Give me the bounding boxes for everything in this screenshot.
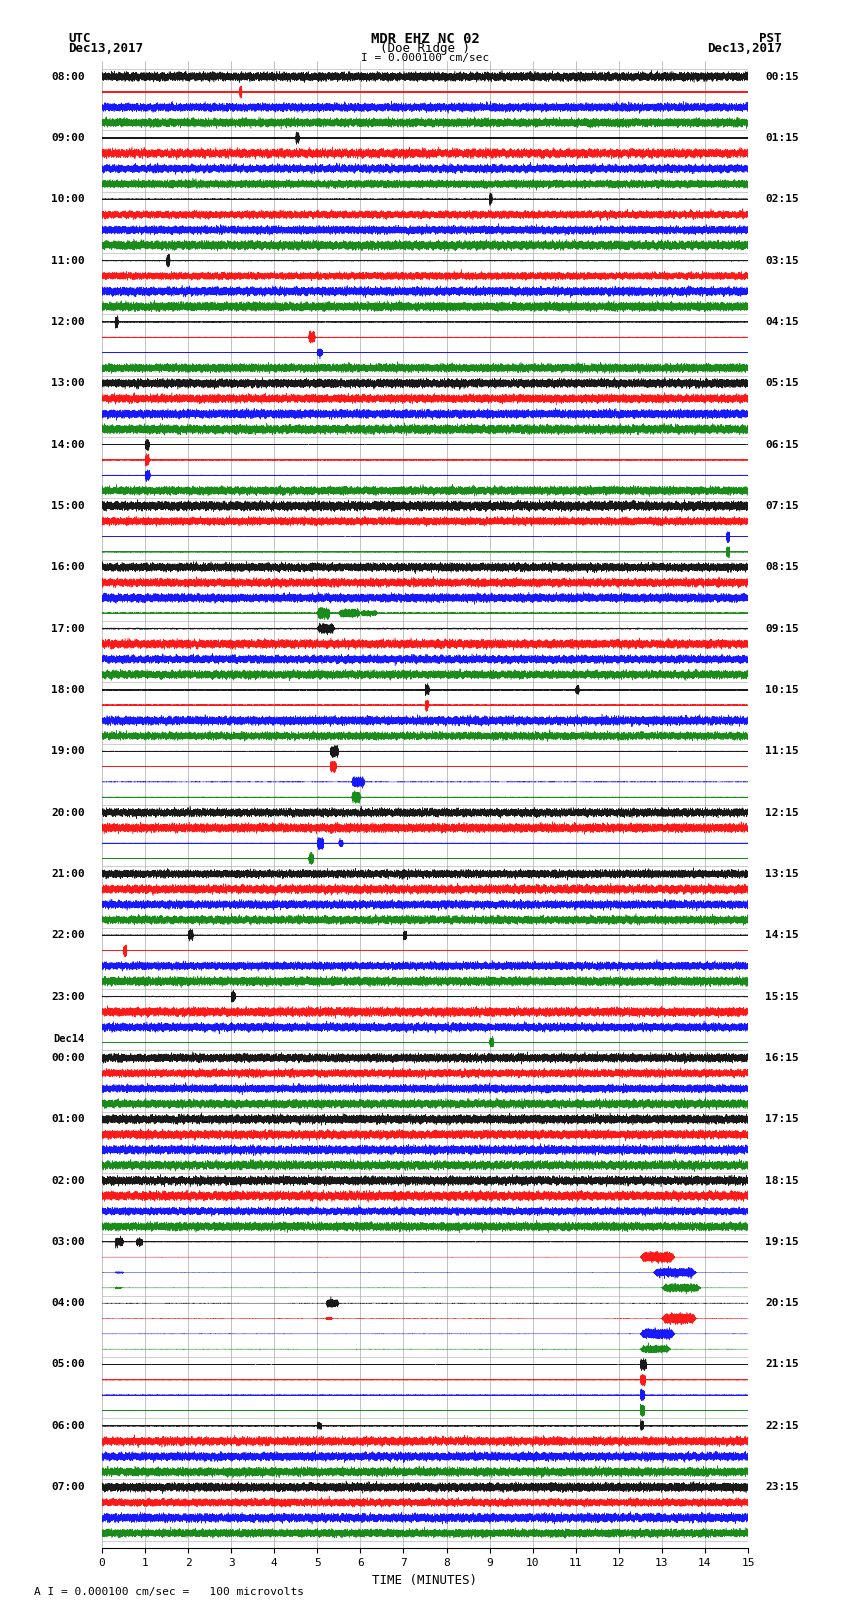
Text: 18:00: 18:00 <box>51 686 85 695</box>
Text: MDR EHZ NC 02: MDR EHZ NC 02 <box>371 32 479 47</box>
Text: 03:00: 03:00 <box>51 1237 85 1247</box>
Text: 01:00: 01:00 <box>51 1115 85 1124</box>
Text: 09:00: 09:00 <box>51 132 85 144</box>
Text: 22:00: 22:00 <box>51 931 85 940</box>
Text: A I = 0.000100 cm/sec =   100 microvolts: A I = 0.000100 cm/sec = 100 microvolts <box>34 1587 304 1597</box>
Text: 02:15: 02:15 <box>765 194 799 205</box>
Text: 10:00: 10:00 <box>51 194 85 205</box>
Text: 14:00: 14:00 <box>51 440 85 450</box>
Text: 04:00: 04:00 <box>51 1298 85 1308</box>
Text: 22:15: 22:15 <box>765 1421 799 1431</box>
Text: UTC: UTC <box>68 32 90 45</box>
Text: 16:15: 16:15 <box>765 1053 799 1063</box>
Text: 13:00: 13:00 <box>51 379 85 389</box>
Text: 11:15: 11:15 <box>765 747 799 756</box>
Text: 03:15: 03:15 <box>765 255 799 266</box>
Text: 10:15: 10:15 <box>765 686 799 695</box>
Text: 23:00: 23:00 <box>51 992 85 1002</box>
Text: 23:15: 23:15 <box>765 1482 799 1492</box>
X-axis label: TIME (MINUTES): TIME (MINUTES) <box>372 1574 478 1587</box>
Text: Dec13,2017: Dec13,2017 <box>707 42 782 55</box>
Text: 20:00: 20:00 <box>51 808 85 818</box>
Text: 12:15: 12:15 <box>765 808 799 818</box>
Text: 09:15: 09:15 <box>765 624 799 634</box>
Text: 08:15: 08:15 <box>765 563 799 573</box>
Text: 07:00: 07:00 <box>51 1482 85 1492</box>
Text: 17:00: 17:00 <box>51 624 85 634</box>
Text: 19:15: 19:15 <box>765 1237 799 1247</box>
Text: 08:00: 08:00 <box>51 71 85 82</box>
Text: 06:00: 06:00 <box>51 1421 85 1431</box>
Text: 01:15: 01:15 <box>765 132 799 144</box>
Text: PST: PST <box>760 32 782 45</box>
Text: 14:15: 14:15 <box>765 931 799 940</box>
Text: 05:00: 05:00 <box>51 1360 85 1369</box>
Text: 04:15: 04:15 <box>765 316 799 327</box>
Text: 12:00: 12:00 <box>51 316 85 327</box>
Text: 06:15: 06:15 <box>765 440 799 450</box>
Text: 13:15: 13:15 <box>765 869 799 879</box>
Text: 15:00: 15:00 <box>51 502 85 511</box>
Text: I = 0.000100 cm/sec: I = 0.000100 cm/sec <box>361 53 489 63</box>
Text: 16:00: 16:00 <box>51 563 85 573</box>
Text: Dec14: Dec14 <box>54 1034 85 1045</box>
Text: 07:15: 07:15 <box>765 502 799 511</box>
Text: 00:15: 00:15 <box>765 71 799 82</box>
Text: 00:00: 00:00 <box>51 1053 85 1063</box>
Text: 21:00: 21:00 <box>51 869 85 879</box>
Text: 11:00: 11:00 <box>51 255 85 266</box>
Text: 18:15: 18:15 <box>765 1176 799 1186</box>
Text: 21:15: 21:15 <box>765 1360 799 1369</box>
Text: Dec13,2017: Dec13,2017 <box>68 42 143 55</box>
Text: 02:00: 02:00 <box>51 1176 85 1186</box>
Text: (Doe Ridge ): (Doe Ridge ) <box>380 42 470 55</box>
Text: 15:15: 15:15 <box>765 992 799 1002</box>
Text: 17:15: 17:15 <box>765 1115 799 1124</box>
Text: 19:00: 19:00 <box>51 747 85 756</box>
Text: 20:15: 20:15 <box>765 1298 799 1308</box>
Text: 05:15: 05:15 <box>765 379 799 389</box>
